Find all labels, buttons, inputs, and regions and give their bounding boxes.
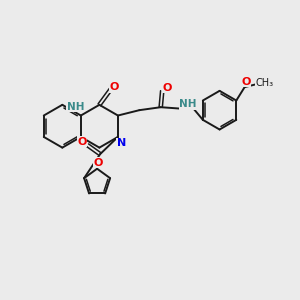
- Text: O: O: [162, 83, 172, 93]
- Text: NH: NH: [67, 102, 84, 112]
- Text: O: O: [110, 82, 119, 92]
- Text: O: O: [78, 137, 87, 147]
- Text: O: O: [242, 77, 251, 87]
- Text: O: O: [93, 158, 103, 168]
- Text: CH₃: CH₃: [256, 78, 274, 88]
- Text: NH: NH: [179, 99, 197, 109]
- Text: N: N: [117, 139, 126, 148]
